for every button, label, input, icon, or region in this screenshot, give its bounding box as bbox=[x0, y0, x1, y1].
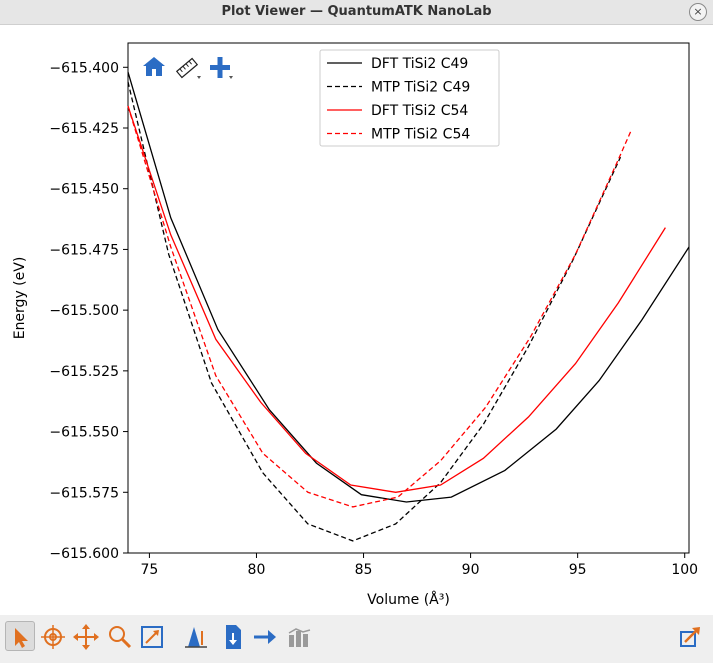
x-tick-label: 95 bbox=[569, 562, 587, 578]
y-tick-label: −615.450 bbox=[49, 182, 119, 198]
fit-icon bbox=[141, 626, 163, 648]
series-line-3 bbox=[127, 105, 666, 493]
series-line-2 bbox=[127, 81, 622, 542]
x-tick-label: 75 bbox=[140, 562, 158, 578]
y-tick-label: −615.575 bbox=[49, 485, 119, 501]
bars-icon bbox=[288, 628, 311, 647]
y-tick-label: −615.400 bbox=[49, 60, 119, 76]
measure-icon bbox=[185, 627, 207, 648]
y-tick-label: −615.475 bbox=[49, 242, 119, 258]
plot-area: 75 80 85 90 95 100 −615.400 −615.425 −615.450 −61… bbox=[0, 25, 713, 615]
y-tick-label: −615.500 bbox=[49, 303, 119, 319]
x-tick-label: 80 bbox=[248, 562, 266, 578]
y-tick-label: −615.550 bbox=[49, 425, 119, 441]
legend-label-1: DFT TiSi2 C49 bbox=[371, 56, 468, 72]
zoom-tool-button[interactable] bbox=[104, 621, 134, 651]
y-tick-label: −615.425 bbox=[49, 121, 119, 137]
series-line-4 bbox=[127, 105, 632, 508]
bottom-toolbar bbox=[0, 617, 713, 663]
arrow-icon bbox=[254, 630, 276, 644]
import-tool-button[interactable] bbox=[218, 621, 248, 651]
pan-icon bbox=[73, 624, 99, 650]
target-icon bbox=[41, 625, 65, 649]
export-icon bbox=[680, 627, 700, 647]
export-tool-button[interactable] bbox=[674, 621, 704, 651]
legend-box bbox=[319, 49, 500, 147]
fit-tool-button[interactable] bbox=[137, 621, 167, 651]
y-tick-label: −615.525 bbox=[49, 364, 119, 380]
pan-tool-button[interactable] bbox=[71, 621, 101, 651]
add-icon[interactable] bbox=[210, 57, 233, 79]
bars-tool-button[interactable] bbox=[284, 621, 314, 651]
legend-label-2: MTP TiSi2 C49 bbox=[371, 80, 470, 96]
series-line-1 bbox=[127, 71, 690, 503]
import-icon bbox=[226, 625, 241, 649]
home-icon[interactable] bbox=[143, 57, 165, 76]
x-tick-label: 90 bbox=[462, 562, 480, 578]
chart[interactable]: 75 80 85 90 95 100 −615.400 −615.425 −615.450 −61… bbox=[0, 25, 713, 615]
x-tick-label: 85 bbox=[355, 562, 373, 578]
zoom-icon bbox=[109, 626, 132, 649]
pointer-tool-button[interactable] bbox=[5, 621, 35, 651]
window-title: Plot Viewer — QuantumATK NanoLab bbox=[221, 4, 492, 19]
close-button[interactable]: × bbox=[689, 3, 707, 21]
target-tool-button[interactable] bbox=[38, 621, 68, 651]
y-axis-label: Energy (eV) bbox=[12, 257, 28, 340]
measure-tool-button[interactable] bbox=[180, 621, 210, 651]
x-tick-label: 100 bbox=[671, 562, 698, 578]
arrow-tool-button[interactable] bbox=[250, 621, 280, 651]
axes: 75 80 85 90 95 100 −615.400 −615.425 −615.450 −61… bbox=[12, 42, 698, 608]
x-axis-label: Volume (Å³) bbox=[367, 591, 450, 608]
legend: DFT TiSi2 C49 MTP TiSi2 C49 DFT TiSi2 C54 M… bbox=[319, 49, 500, 147]
pointer-icon bbox=[15, 628, 28, 648]
legend-label-4: MTP TiSi2 C54 bbox=[371, 127, 470, 143]
plot-frame bbox=[127, 42, 690, 554]
plot-toolbar bbox=[143, 57, 233, 79]
legend-label-3: DFT TiSi2 C54 bbox=[371, 103, 468, 119]
series-lines bbox=[127, 71, 690, 542]
ruler-icon[interactable] bbox=[175, 57, 201, 79]
title-bar: Plot Viewer — QuantumATK NanoLab × bbox=[0, 0, 713, 25]
y-tick-label: −615.600 bbox=[49, 546, 119, 562]
